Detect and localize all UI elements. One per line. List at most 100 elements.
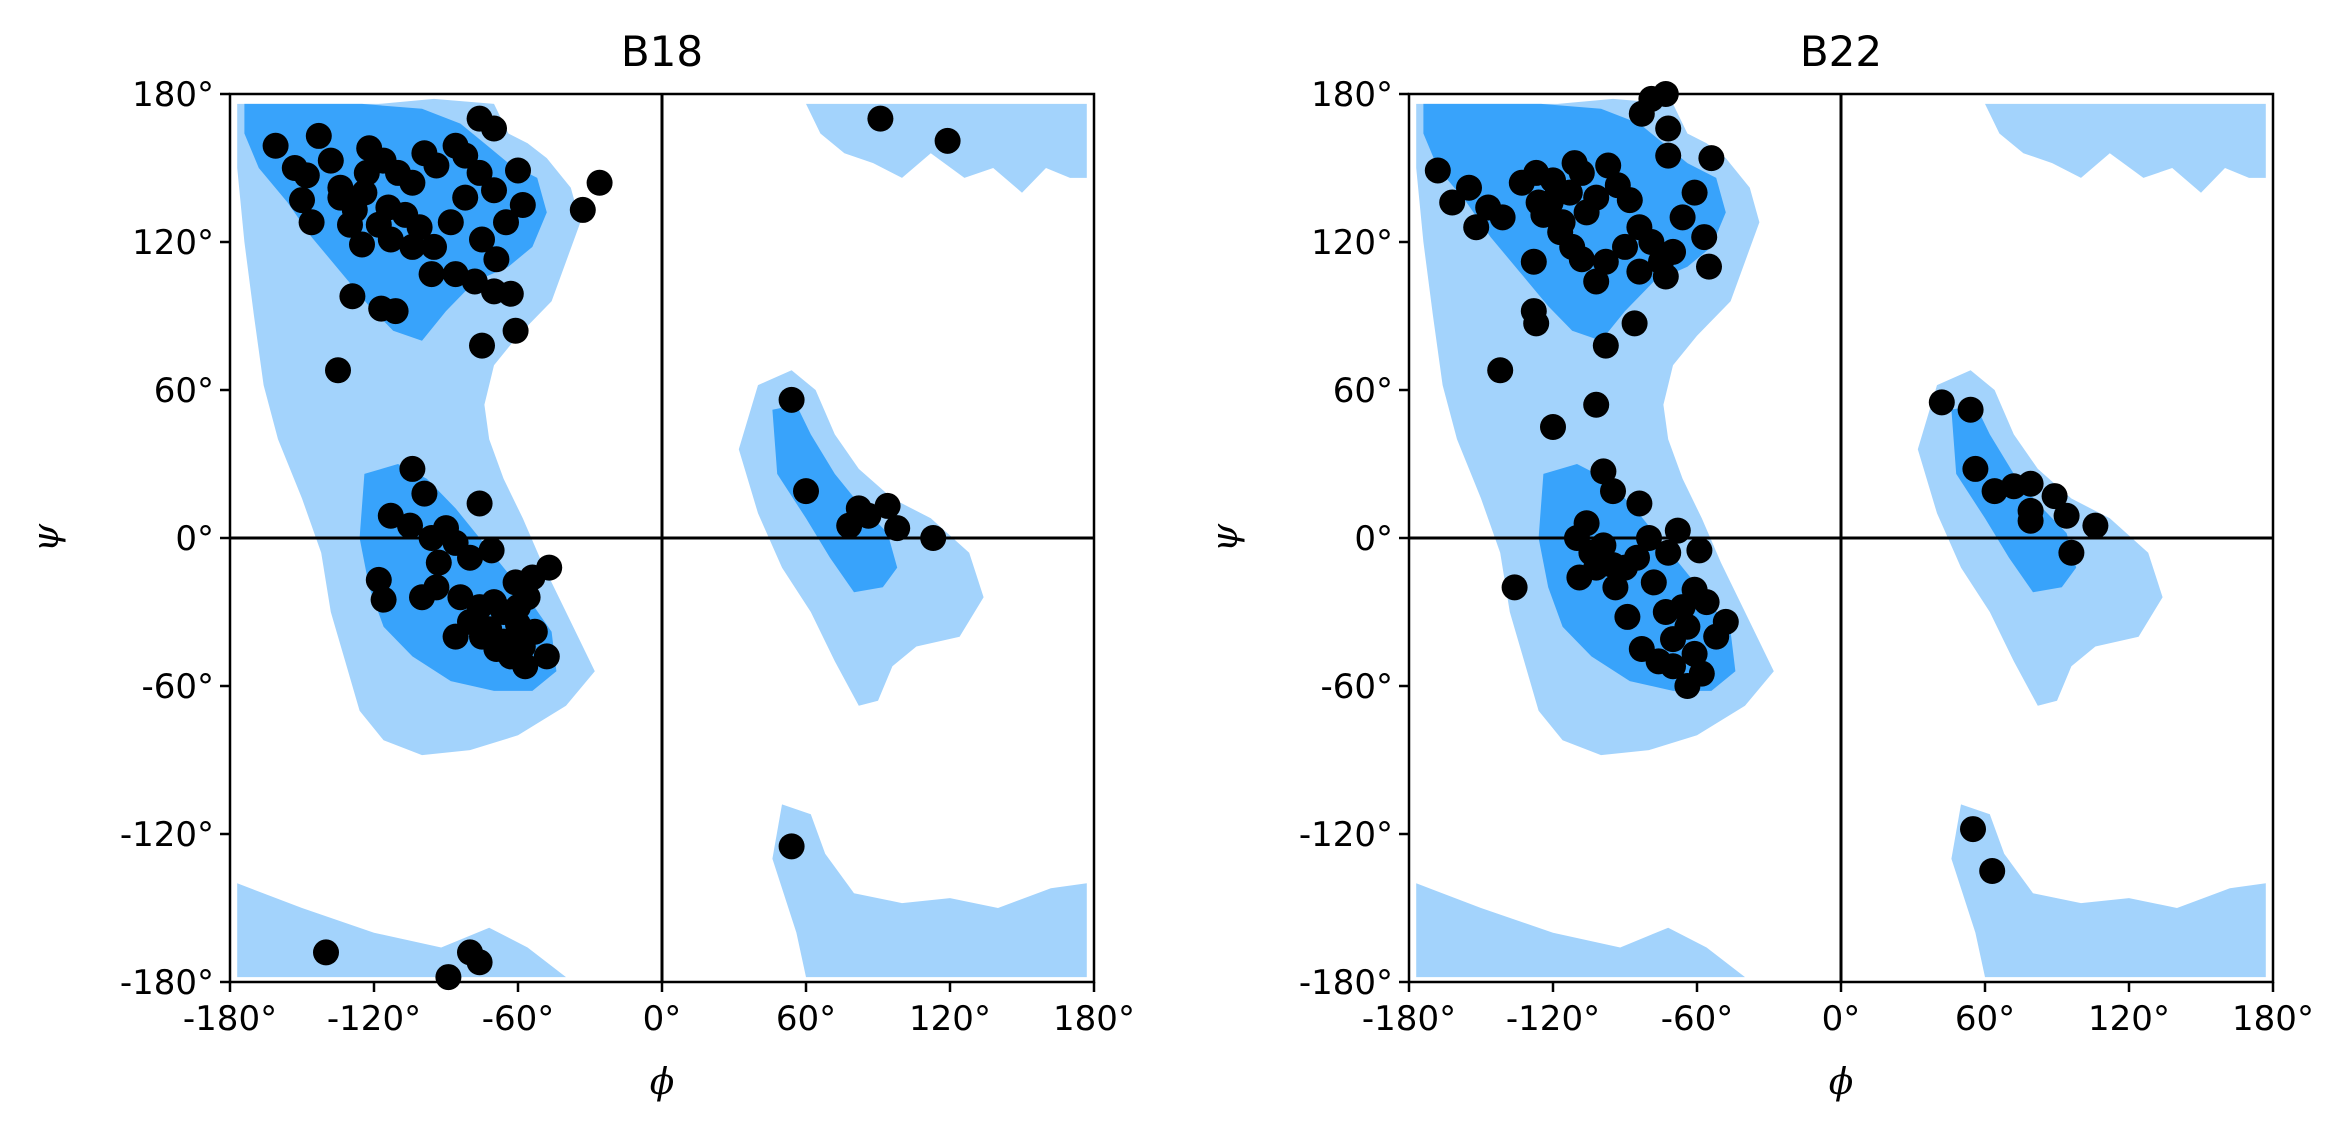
x-tick-label: -120° [1506,999,1600,1039]
y-tick-label: -180° [1299,963,1393,1003]
data-point [1424,157,1451,184]
data-point [483,246,510,273]
data-point [778,386,805,413]
data-point [512,653,539,680]
data-point [493,209,519,236]
y-tick-label: 120° [132,223,214,263]
data-point [425,549,452,576]
data-point [867,105,894,132]
data-point [586,169,613,196]
x-tick-label: 0° [1822,999,1861,1039]
data-point [418,261,445,288]
data-point [497,280,524,307]
data-point [317,147,344,174]
data-point [1592,332,1619,359]
data-point [351,179,378,206]
data-point [377,502,404,529]
data-point [368,295,395,322]
x-tick-label: 0° [643,999,682,1039]
data-point [1669,204,1696,231]
data-point [1636,525,1662,551]
data-point [1696,253,1722,280]
data-point [1612,554,1638,581]
data-point [569,196,596,223]
data-point [1501,574,1528,601]
data-point [1655,539,1682,566]
data-point [1525,189,1552,216]
data-point [884,515,911,542]
data-point [293,162,320,189]
data-point [469,226,495,253]
data-point [1568,159,1595,186]
y-tick-label: -120° [1299,815,1393,855]
x-tick-label: 180° [2232,999,2314,1039]
favoured-region [772,404,898,593]
data-point [505,157,531,184]
y-tick-label: 0° [175,519,214,559]
data-point [2082,512,2109,539]
data-points [1424,81,2109,884]
data-point [2058,539,2085,566]
x-tick-label: -60° [1661,999,1734,1039]
data-point [1568,246,1595,273]
data-point [1669,594,1696,621]
data-point [469,623,495,650]
data-point [855,502,882,529]
data-point [2017,470,2044,497]
y-tick-label: -60° [1320,667,1393,707]
data-point [399,233,426,260]
data-point [1957,396,1984,423]
data-point [1487,357,1514,384]
data-point [502,317,529,344]
data-point [1979,858,2006,884]
data-point [349,231,375,258]
data-point [1595,152,1622,179]
data-point [435,964,462,991]
data-point [1602,574,1629,601]
data-point [1674,613,1701,640]
data-point [466,949,493,976]
data-point [1592,248,1619,275]
data-point [1681,179,1708,206]
x-tick-label: 60° [1955,999,2015,1039]
data-point [399,455,426,482]
data-point [452,184,479,211]
data-point [1547,219,1574,246]
data-point [1523,310,1550,337]
data-point [1655,142,1682,169]
data-point [325,357,351,384]
y-tick-label: 60° [154,371,214,411]
data-point [481,115,507,142]
data-point [1540,167,1566,194]
data-point [1962,455,1989,482]
data-point [365,566,392,593]
data-point [1628,100,1655,127]
y-tick-label: 60° [1333,371,1393,411]
chart-title: B22 [1800,27,1882,76]
data-point [1600,478,1626,505]
data-point [1960,816,1986,843]
data-point [1626,490,1653,517]
allowed-region [772,804,1087,978]
data-point [1583,268,1610,295]
data-point [793,478,819,505]
data-point [1928,389,1955,416]
allowed-region [237,883,566,978]
data-point [375,194,402,221]
data-point [327,184,354,211]
y-axis-label: ψ [26,523,67,552]
panel-b18: -180° -120° -60° 0° 60° 120° 180° -180° -120° -60… [26,27,1135,1103]
data-point [521,618,548,645]
x-tick-label: -180° [1362,999,1456,1039]
data-point [481,177,507,204]
x-tick-label: 120° [2088,999,2170,1039]
y-tick-label: -60° [141,667,214,707]
data-point [1612,233,1638,260]
data-point [2041,483,2068,510]
data-point [1626,258,1653,285]
data-point [447,584,474,611]
data-point [1439,189,1466,216]
data-point [1681,640,1708,667]
data-point [1640,569,1667,596]
